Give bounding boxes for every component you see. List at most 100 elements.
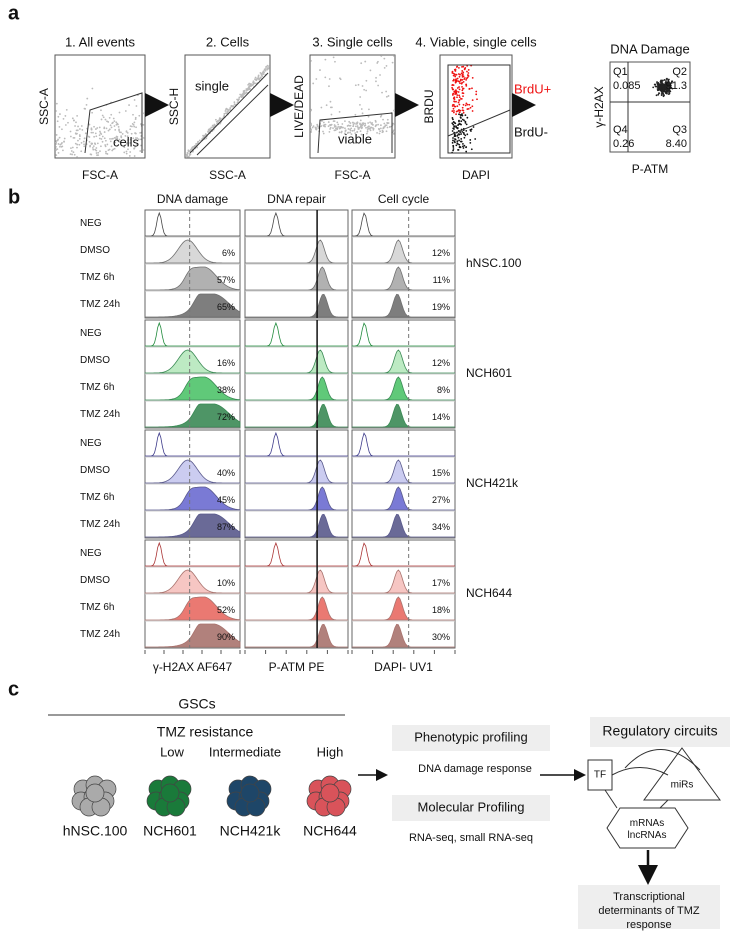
percent-label: 65% (217, 302, 235, 312)
event-dot (370, 122, 373, 125)
event-dot (142, 124, 145, 126)
event-dot (351, 129, 354, 132)
event-dot (458, 99, 461, 101)
percent-label: 40% (217, 468, 235, 478)
event-dot (124, 135, 127, 137)
event-dot (328, 78, 331, 80)
x-axis-label: DAPI (462, 168, 490, 182)
event-dot (92, 145, 95, 148)
event-dot (662, 87, 665, 90)
event-dot (461, 106, 464, 109)
event-dot (131, 122, 134, 125)
event-dot (461, 74, 464, 77)
histogram (352, 486, 455, 511)
event-dot (314, 126, 317, 129)
histogram (352, 239, 455, 264)
cell-blob (85, 783, 105, 803)
event-dot (77, 139, 79, 142)
event-dot (63, 140, 65, 143)
event-dot (82, 140, 85, 143)
event-dot (56, 148, 59, 151)
event-dot (264, 69, 267, 72)
event-dot (670, 82, 673, 84)
event-dot (83, 137, 86, 140)
histogram (245, 266, 348, 291)
event-dot (456, 87, 459, 89)
event-dot (347, 131, 350, 134)
event-dot (456, 105, 459, 108)
event-dot (129, 142, 132, 144)
event-dot (118, 111, 121, 114)
event-dot (462, 71, 465, 74)
percent-label: 8% (437, 385, 450, 395)
event-dot (243, 89, 246, 92)
event-dot (258, 78, 261, 81)
event-dot (466, 76, 469, 79)
event-dot (133, 121, 136, 124)
event-dot (328, 85, 330, 88)
event-dot (99, 130, 101, 133)
event-dot (393, 55, 395, 57)
event-dot (336, 121, 339, 124)
event-dot (233, 101, 236, 104)
event-dot (113, 120, 116, 122)
x-axis-label: P-ATM PE (269, 660, 325, 674)
event-dot (95, 135, 98, 138)
event-dot (332, 56, 335, 59)
event-dot (458, 113, 460, 116)
event-dot (128, 155, 131, 157)
percent-label: 52% (217, 605, 235, 615)
event-dot (74, 142, 77, 145)
histogram (144, 349, 240, 374)
event-dot (99, 150, 101, 153)
event-dot (76, 143, 79, 146)
x-axis-label: γ-H2AX AF647 (153, 660, 233, 674)
event-dot (238, 96, 241, 99)
event-dot (451, 94, 454, 96)
event-dot (185, 154, 187, 157)
event-dot (242, 92, 245, 95)
row-label: DMSO (80, 355, 110, 366)
event-dot (75, 121, 77, 124)
outcome-text: Transcriptional determinants of TMZ resp… (598, 891, 700, 931)
event-dot (55, 154, 58, 157)
event-dot (214, 118, 217, 121)
event-dot (72, 136, 75, 139)
event-dot (665, 82, 668, 85)
percent-label: 30% (432, 632, 450, 642)
event-dot (368, 108, 370, 111)
histogram (245, 349, 348, 374)
event-dot (367, 115, 370, 118)
event-dot (210, 126, 213, 129)
histogram (145, 596, 241, 621)
event-dot (466, 133, 469, 136)
event-dot (209, 127, 211, 130)
gate-label: single (195, 78, 229, 93)
event-dot (451, 110, 454, 112)
event-dot (310, 122, 312, 125)
event-dot (455, 78, 457, 81)
event-dot (392, 132, 395, 135)
event-dot (322, 124, 325, 127)
cell-blob (240, 783, 260, 803)
gate (84, 92, 143, 154)
event-dot (125, 130, 128, 133)
event-dot (366, 126, 369, 129)
event-dot (205, 133, 208, 136)
event-dot (666, 88, 669, 91)
histogram (352, 293, 455, 318)
event-dot (451, 130, 454, 132)
event-dot (118, 129, 120, 132)
event-dot (391, 61, 394, 64)
event-dot (357, 127, 360, 130)
event-dot (392, 129, 395, 132)
event-dot (310, 131, 313, 133)
event-dot (470, 130, 472, 132)
x-axis-label: FSC-A (82, 168, 118, 182)
event-dot (664, 90, 667, 93)
histogram (351, 432, 455, 457)
event-dot (671, 87, 674, 90)
event-dot (91, 111, 94, 114)
event-dot (126, 141, 129, 144)
quadrant-name: Q4 (613, 124, 628, 136)
